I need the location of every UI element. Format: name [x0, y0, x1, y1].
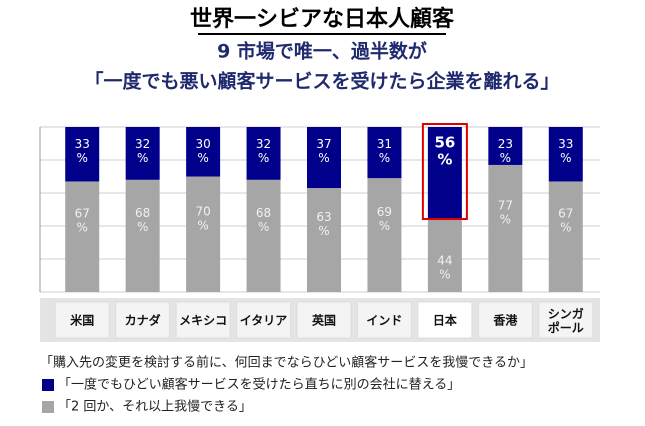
- value-label: 67%: [558, 206, 573, 234]
- highlight-box: [421, 123, 468, 220]
- value-label: 32%: [135, 137, 150, 165]
- value-label: 44%: [437, 253, 452, 281]
- bar-segment: [488, 164, 523, 292]
- value-label: 32%: [256, 137, 271, 165]
- bar-segment: [125, 179, 160, 292]
- value-label: 30%: [195, 137, 210, 165]
- value-label: 33%: [75, 137, 90, 165]
- bar-segment: [65, 181, 100, 292]
- flag-tile: [477, 301, 533, 339]
- x-tick-label: インド: [366, 314, 402, 328]
- subtitle: 9 市場で唯一、過半数が: [217, 40, 427, 63]
- subtitle: 「一度でも悪い顧客サービスを受けたら企業を離れる」: [84, 70, 559, 93]
- flag-tile: [54, 301, 110, 339]
- chart-title: 世界一シビアな日本人顧客: [190, 6, 455, 32]
- x-tick-label: 香港: [492, 313, 518, 328]
- bar-segment: [65, 127, 100, 182]
- bar-segment: [548, 181, 583, 292]
- value-label: 70%: [195, 204, 210, 232]
- bar-segment: [186, 176, 221, 292]
- flag-tile: [296, 301, 352, 339]
- flag-tile: [356, 301, 412, 339]
- bar-segment: [186, 127, 221, 177]
- value-label: 69%: [377, 205, 392, 233]
- bar-segment: [427, 219, 462, 292]
- bar-segment: [427, 127, 462, 220]
- bar-segment: [307, 188, 341, 292]
- value-label: 56%: [434, 133, 455, 168]
- legend-label: 「一度でもひどい顧客サービスを受けたら直ちに別の会社に替える」: [58, 377, 460, 393]
- legend-swatch: [42, 379, 54, 391]
- value-label: 68%: [135, 205, 150, 233]
- value-label: 77%: [498, 198, 513, 226]
- value-label: 33%: [558, 137, 573, 165]
- bar-segment: [307, 127, 341, 189]
- value-label: 23%: [498, 137, 513, 165]
- legend-label: 「2 回か、それ以上我慢できる」: [58, 399, 252, 415]
- bar-segment: [246, 179, 281, 292]
- flag-tile: [115, 301, 171, 339]
- value-label: 37%: [316, 137, 331, 165]
- x-tick-label: シンガポール: [548, 306, 584, 335]
- value-label: 31%: [377, 137, 392, 165]
- x-tick-label: 英国: [312, 313, 336, 328]
- bar-segment: [246, 127, 281, 180]
- value-label: 67%: [75, 206, 90, 234]
- bar-segment: [125, 127, 160, 180]
- legend-swatch: [42, 401, 54, 413]
- x-tick-label: メキシコ: [179, 314, 227, 328]
- bar-segment: [367, 127, 402, 179]
- bar-segment: [367, 178, 402, 292]
- x-tick-label: イタリア: [240, 314, 288, 328]
- value-label: 68%: [256, 205, 271, 233]
- flag-tile: [175, 301, 231, 339]
- flag-tile: [538, 301, 594, 339]
- flag-tile: [236, 301, 292, 339]
- x-tick-label: 日本: [433, 313, 457, 328]
- flag-tile: [417, 301, 473, 339]
- bar-segment: [548, 127, 583, 182]
- bar-segment: [488, 127, 523, 165]
- x-tick-label: 米国: [70, 313, 94, 328]
- value-label: 63%: [316, 210, 331, 238]
- legend-title: 「購入先の変更を検討する前に、何回までならひどい顧客サービスを我慢できるか」: [40, 355, 533, 371]
- x-tick-label: カナダ: [125, 313, 161, 328]
